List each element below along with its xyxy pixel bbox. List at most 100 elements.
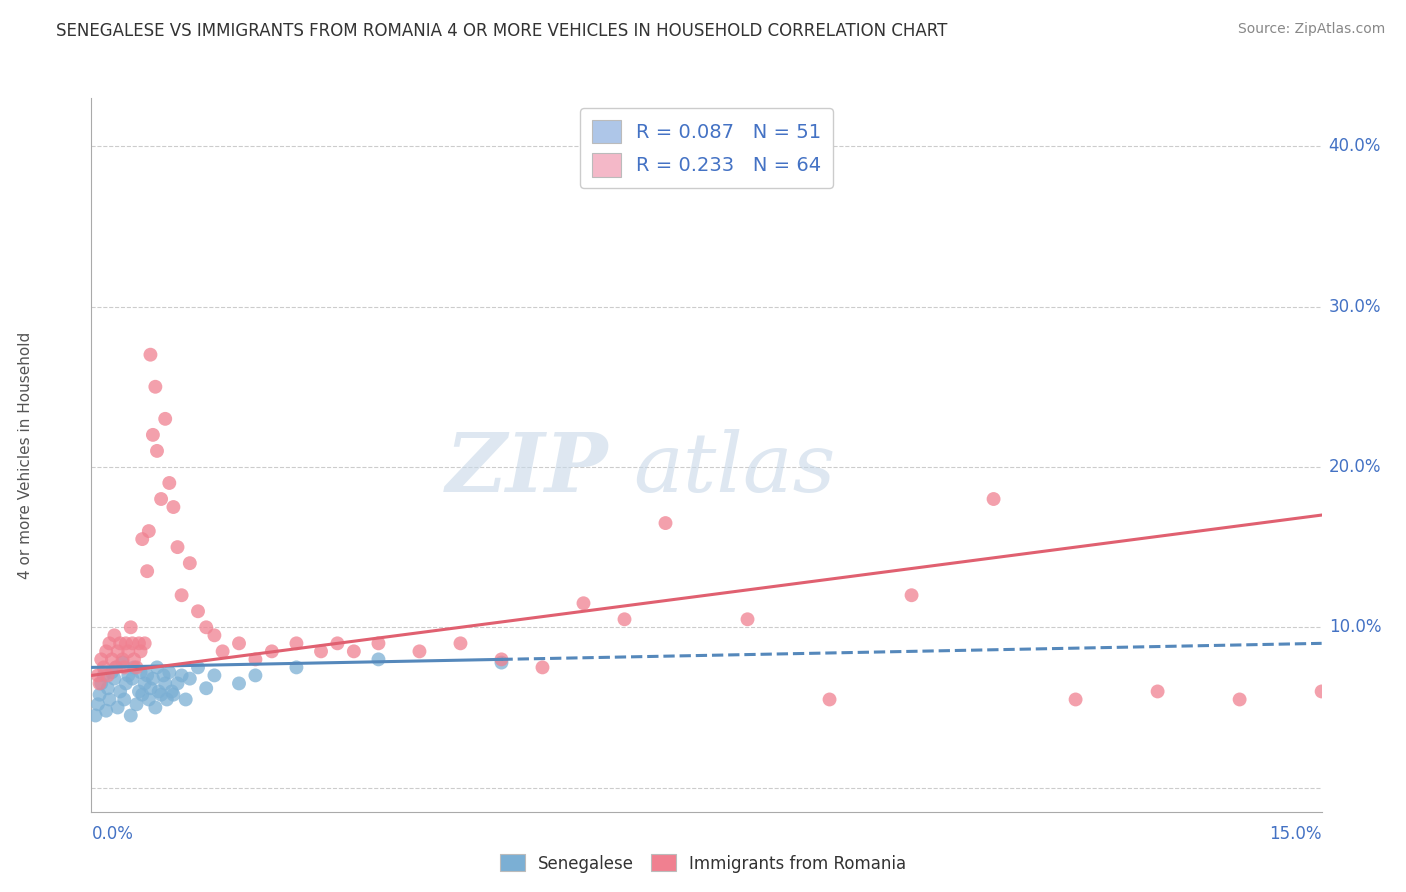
Point xyxy=(87,698,110,712)
Point xyxy=(1064,692,1087,706)
Text: 20.0%: 20.0% xyxy=(1329,458,1381,476)
Point xyxy=(136,564,159,578)
Point xyxy=(170,668,193,682)
Point xyxy=(125,698,148,712)
Point xyxy=(108,636,131,650)
Point xyxy=(112,660,135,674)
Text: SENEGALESE VS IMMIGRANTS FROM ROMANIA 4 OR MORE VEHICLES IN HOUSEHOLD CORRELATIO: SENEGALESE VS IMMIGRANTS FROM ROMANIA 4 … xyxy=(56,22,948,40)
Point xyxy=(97,668,120,682)
Point xyxy=(129,665,152,680)
Point xyxy=(142,672,165,686)
Point xyxy=(179,556,201,570)
Text: 15.0%: 15.0% xyxy=(1270,825,1322,843)
Point xyxy=(114,676,138,690)
Text: 40.0%: 40.0% xyxy=(1329,137,1381,155)
Point xyxy=(326,636,349,650)
Text: Source: ZipAtlas.com: Source: ZipAtlas.com xyxy=(1237,22,1385,37)
Point xyxy=(408,644,430,658)
Point xyxy=(125,660,148,674)
Point xyxy=(160,684,183,698)
Point xyxy=(128,684,150,698)
Point xyxy=(145,700,166,714)
Point xyxy=(117,668,139,682)
Point xyxy=(129,644,152,658)
Legend: Senegalese, Immigrants from Romania: Senegalese, Immigrants from Romania xyxy=(494,847,912,880)
Point xyxy=(285,636,308,650)
Point xyxy=(105,660,127,674)
Point xyxy=(101,665,124,680)
Point xyxy=(111,652,134,666)
Point xyxy=(654,516,676,530)
Point xyxy=(153,412,177,426)
Point xyxy=(139,348,162,362)
Point xyxy=(228,636,250,650)
Point xyxy=(107,700,129,714)
Text: 0.0%: 0.0% xyxy=(91,825,134,843)
Point xyxy=(103,672,125,686)
Point xyxy=(120,620,142,634)
Point xyxy=(157,475,180,490)
Point xyxy=(309,644,332,658)
Point xyxy=(245,652,267,666)
Point xyxy=(142,428,165,442)
Point xyxy=(112,692,135,706)
Point xyxy=(211,644,233,658)
Point xyxy=(117,644,139,658)
Point xyxy=(96,704,117,718)
Point xyxy=(900,588,922,602)
Point xyxy=(491,652,513,666)
Point xyxy=(90,676,112,690)
Point xyxy=(93,668,115,682)
Point xyxy=(98,692,121,706)
Point xyxy=(818,692,841,706)
Point xyxy=(114,636,138,650)
Point xyxy=(202,628,225,642)
Point xyxy=(131,688,153,702)
Point xyxy=(134,636,156,650)
Point xyxy=(166,676,188,690)
Point xyxy=(228,676,250,690)
Point xyxy=(107,644,129,658)
Text: atlas: atlas xyxy=(633,429,835,509)
Point xyxy=(103,628,125,642)
Point xyxy=(170,588,193,602)
Point xyxy=(152,668,174,682)
Point xyxy=(121,672,143,686)
Legend: R = 0.087   N = 51, R = 0.233   N = 64: R = 0.087 N = 51, R = 0.233 N = 64 xyxy=(579,108,834,188)
Point xyxy=(285,660,308,674)
Point xyxy=(131,532,153,546)
Text: 4 or more Vehicles in Household: 4 or more Vehicles in Household xyxy=(18,331,32,579)
Point xyxy=(187,660,209,674)
Point xyxy=(138,692,160,706)
Point xyxy=(89,676,111,690)
Point xyxy=(128,636,150,650)
Point xyxy=(105,660,127,674)
Point xyxy=(146,660,169,674)
Point xyxy=(187,604,209,618)
Point xyxy=(166,540,188,554)
Point xyxy=(245,668,267,682)
Point xyxy=(737,612,759,626)
Point xyxy=(93,660,115,674)
Point xyxy=(1310,684,1333,698)
Text: 30.0%: 30.0% xyxy=(1329,298,1381,316)
Text: 10.0%: 10.0% xyxy=(1329,618,1381,636)
Point xyxy=(87,668,110,682)
Point xyxy=(97,681,120,696)
Point xyxy=(343,644,366,658)
Point xyxy=(138,524,160,538)
Point xyxy=(613,612,636,626)
Point xyxy=(153,676,177,690)
Point xyxy=(162,500,184,514)
Point xyxy=(202,668,225,682)
Point xyxy=(195,620,218,634)
Point xyxy=(89,688,111,702)
Point xyxy=(572,596,595,610)
Point xyxy=(1146,684,1168,698)
Point xyxy=(491,656,513,670)
Text: ZIP: ZIP xyxy=(446,429,607,509)
Point xyxy=(108,684,131,698)
Point xyxy=(260,644,283,658)
Point xyxy=(121,636,143,650)
Point xyxy=(148,684,170,698)
